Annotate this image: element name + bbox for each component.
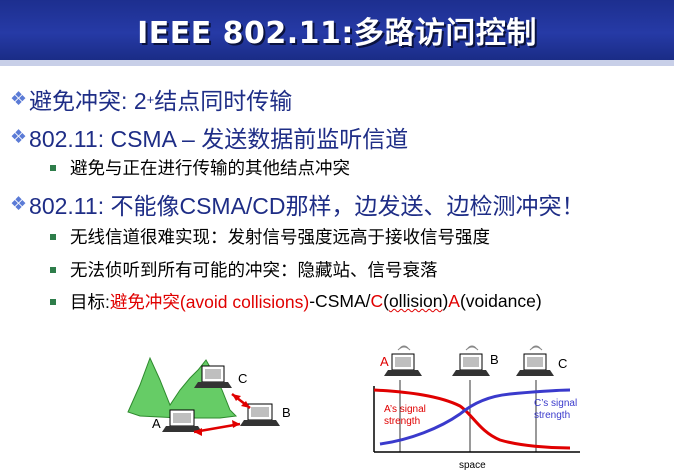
curve-c-signal <box>379 388 571 446</box>
title-underline <box>0 60 674 66</box>
square-bullet-icon <box>50 164 56 171</box>
sub-bullet-3-3: 目标: 避免冲突(avoid collisions) -CSMA/C(ollisi… <box>50 289 542 314</box>
slide-title-bar: IEEE 802.11:多路访问控制 <box>0 0 674 60</box>
sub-bullet-text: 无法侦听到所有可能的冲突：隐藏站、信号衰落 <box>70 260 438 280</box>
right-label-a: A <box>380 354 389 369</box>
curve-c-label-1: C’s signal <box>534 398 577 409</box>
hidden-terminal-diagram: C B A <box>127 356 291 436</box>
bullet-3-text: 802.11: 不能像CSMA/CD那样，边发送、边检测冲突！ <box>29 193 585 219</box>
laptop-c-icon <box>516 345 554 376</box>
sub-bullet-text: 无线信道很难实现：发射信号强度远高于接收信号强度 <box>70 227 490 247</box>
square-bullet-icon <box>50 233 56 240</box>
curve-a-label-2: strength <box>384 416 420 427</box>
goal-mid-3: ) <box>442 291 449 311</box>
laptop-a-icon <box>162 409 202 432</box>
curve-a-label-1: A’s signal <box>384 404 426 415</box>
bullet-2: ❖ 802.11: CSMA – 发送数据前监听信道 <box>10 120 408 154</box>
square-bullet-icon <box>50 298 56 305</box>
goal-mid-2: ( <box>383 291 389 311</box>
sub-bullet-3-2: 无法侦听到所有可能的冲突：隐藏站、信号衰落 <box>50 257 438 282</box>
bullet-1-lead: 避免冲突: 2 <box>29 88 147 114</box>
bullet-3: ❖ 802.11: 不能像CSMA/CD那样，边发送、边检测冲突！ <box>10 187 585 221</box>
goal-wavy: ollision <box>388 291 443 311</box>
bullet-1-sup: + <box>146 91 155 107</box>
curve-a-signal <box>373 388 571 450</box>
right-label-b: B <box>490 352 499 367</box>
sub-bullet-2-1: 避免与正在进行传输的其他结点冲突 <box>50 155 350 180</box>
sub-bullet-3-1: 无线信道很难实现：发射信号强度远高于接收信号强度 <box>50 224 490 249</box>
bullet-1-rest: 结点同时传输 <box>154 88 293 114</box>
right-label-c: C <box>558 356 567 371</box>
laptop-a-icon <box>384 345 422 376</box>
laptop-c-icon <box>194 365 232 388</box>
square-bullet-icon <box>50 266 56 273</box>
curve-c-label-2: strength <box>534 410 570 421</box>
goal-red-1: 避免冲突(avoid collisions) <box>109 292 310 312</box>
arrowhead-cb <box>241 401 250 408</box>
goal-red-3: A <box>448 291 460 311</box>
left-label-a: A <box>152 416 161 431</box>
signal-fading-diagram: A B C A’s signal strength C’s signal str… <box>373 345 580 471</box>
goal-mid-4: (voidance) <box>459 291 542 311</box>
x-axis-label: space <box>459 460 486 471</box>
laptop-b-icon <box>240 403 280 426</box>
arrowhead-a <box>194 428 202 436</box>
left-label-c: C <box>238 371 247 386</box>
diamond-bullet-icon: ❖ <box>10 193 28 215</box>
diamond-bullet-icon: ❖ <box>10 126 28 148</box>
goal-red-2: C <box>370 291 384 311</box>
goal-prefix: 目标: <box>70 292 110 312</box>
bullet-1: ❖ 避免冲突: 2 + 结点同时传输 <box>10 82 292 116</box>
goal-mid-1: -CSMA/ <box>309 291 371 311</box>
bullet-2-text: 802.11: CSMA – 发送数据前监听信道 <box>29 126 409 152</box>
arrowhead-bc <box>232 394 241 401</box>
arrowhead-b <box>232 420 240 428</box>
slide-title: IEEE 802.11:多路访问控制 <box>137 16 537 51</box>
diamond-bullet-icon: ❖ <box>10 88 28 110</box>
sub-bullet-text: 避免与正在进行传输的其他结点冲突 <box>70 158 350 178</box>
left-label-b: B <box>282 405 291 420</box>
laptop-b-icon <box>452 345 490 376</box>
